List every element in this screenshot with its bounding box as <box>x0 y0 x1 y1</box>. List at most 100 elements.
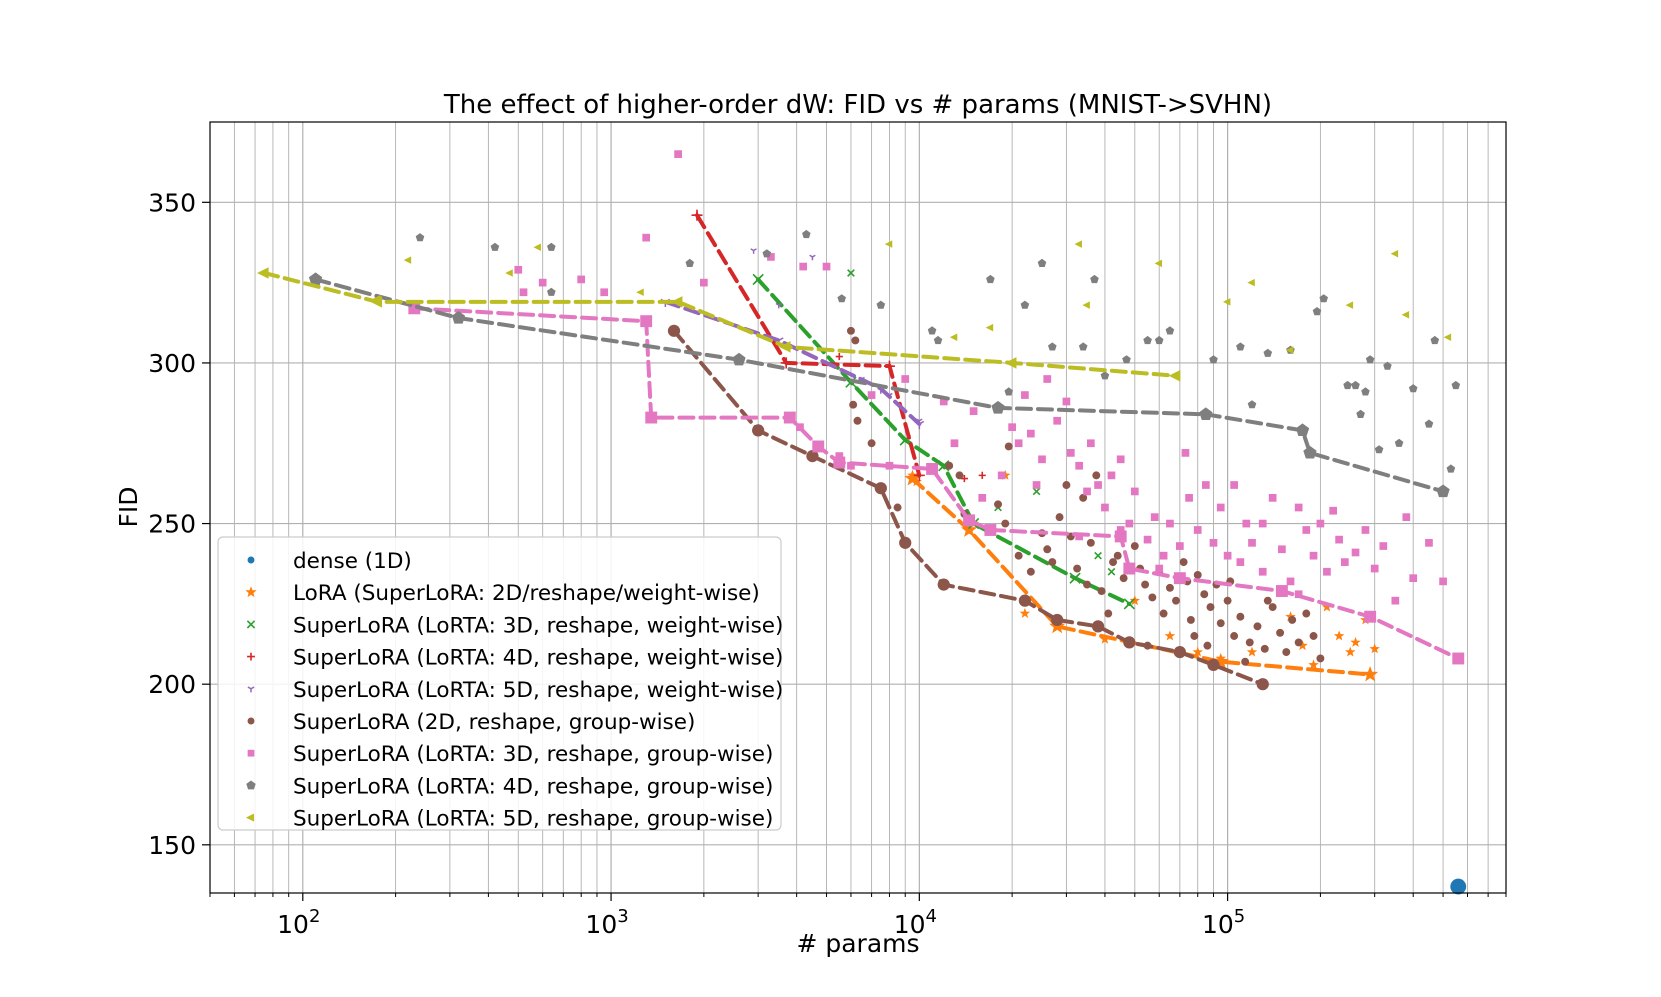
data-point <box>1150 513 1159 521</box>
data-point <box>1048 558 1057 567</box>
trend-vertex-marker <box>1114 530 1127 543</box>
data-point <box>886 392 893 399</box>
data-point <box>1179 558 1188 567</box>
data-point <box>1335 535 1343 544</box>
data-point <box>1185 494 1193 502</box>
data-point <box>1043 375 1052 383</box>
data-point <box>1258 519 1267 528</box>
data-point <box>1043 545 1052 554</box>
data-point <box>969 407 978 415</box>
data-point <box>1190 632 1199 640</box>
data-point <box>1294 503 1303 512</box>
data-point <box>1026 429 1035 438</box>
data-point <box>1424 419 1434 428</box>
data-point <box>1369 643 1380 654</box>
series-group <box>408 150 1465 665</box>
data-point <box>1154 259 1163 268</box>
data-point <box>978 471 986 479</box>
data-point <box>1086 538 1095 547</box>
data-point <box>1048 342 1057 351</box>
data-point <box>1216 503 1225 512</box>
data-point <box>1316 654 1325 663</box>
data-point <box>1107 471 1116 480</box>
data-point <box>1125 519 1134 528</box>
data-point <box>950 439 959 448</box>
series-trend-line <box>695 213 922 478</box>
data-point <box>1062 481 1071 489</box>
data-point <box>1379 542 1388 550</box>
data-point <box>799 262 808 271</box>
data-point <box>415 233 425 242</box>
data-point <box>893 503 902 512</box>
data-point <box>876 484 885 493</box>
data-point <box>1268 603 1277 612</box>
trend-vertex-marker <box>904 470 921 486</box>
trend-vertex-marker <box>1364 610 1377 623</box>
data-point <box>802 229 811 239</box>
data-point <box>673 298 681 306</box>
data-point <box>1181 449 1190 457</box>
data-point <box>750 248 757 254</box>
data-point <box>1100 371 1110 380</box>
data-point <box>1116 455 1125 464</box>
legend-marker <box>247 686 255 693</box>
data-point <box>775 302 783 309</box>
data-point <box>1408 384 1418 393</box>
x-tick-label: 104 <box>894 906 937 939</box>
data-point <box>949 333 958 341</box>
data-point <box>837 294 846 303</box>
data-point <box>1193 526 1202 534</box>
data-point <box>1083 487 1091 496</box>
data-point <box>945 461 954 470</box>
data-point <box>978 494 987 502</box>
data-point <box>1216 619 1225 628</box>
data-point <box>1129 595 1140 606</box>
data-point <box>1209 660 1218 669</box>
series-group <box>691 209 986 483</box>
data-point <box>1263 596 1272 605</box>
data-point <box>1020 300 1030 309</box>
data-point <box>1201 481 1210 489</box>
data-point <box>1319 294 1328 303</box>
data-point <box>1032 487 1041 496</box>
data-point <box>1130 542 1139 551</box>
data-point <box>1159 609 1168 618</box>
data-point <box>1402 513 1411 521</box>
data-point <box>1078 342 1088 351</box>
y-tick-label: 250 <box>148 510 196 539</box>
data-point <box>1246 646 1258 657</box>
legend-label: SuperLoRA (LoRTA: 3D, reshape, weight-wi… <box>293 613 783 638</box>
data-point <box>809 254 816 261</box>
data-point <box>1374 445 1384 454</box>
data-point <box>1276 628 1285 637</box>
data-point <box>1356 409 1365 418</box>
data-point <box>1285 611 1296 622</box>
chart-title: The effect of higher-order dW: FID vs # … <box>443 90 1272 120</box>
data-point <box>986 274 995 284</box>
data-point <box>847 461 855 470</box>
data-point <box>911 476 922 487</box>
x-tick-label: 105 <box>1202 906 1245 939</box>
data-point <box>814 442 823 451</box>
data-point <box>1321 601 1333 612</box>
data-point <box>754 426 763 435</box>
data-point <box>1312 307 1322 316</box>
data-point <box>867 391 876 399</box>
data-point <box>885 362 894 370</box>
data-point <box>1062 397 1071 406</box>
data-point <box>1175 648 1184 657</box>
data-point <box>1316 519 1325 528</box>
data-point <box>1086 439 1095 448</box>
data-point <box>853 416 862 425</box>
legend-label: SuperLoRA (LoRTA: 5D, reshape, weight-wi… <box>293 678 783 703</box>
data-point <box>1409 574 1418 583</box>
data-point <box>835 352 843 361</box>
data-point <box>1075 532 1084 541</box>
y-tick-label: 300 <box>148 349 196 378</box>
data-point <box>547 287 556 296</box>
data-point <box>1074 240 1082 248</box>
x-tick-label: 102 <box>277 906 320 939</box>
series-trend-line <box>663 299 922 426</box>
y-tick-label: 150 <box>148 831 196 860</box>
